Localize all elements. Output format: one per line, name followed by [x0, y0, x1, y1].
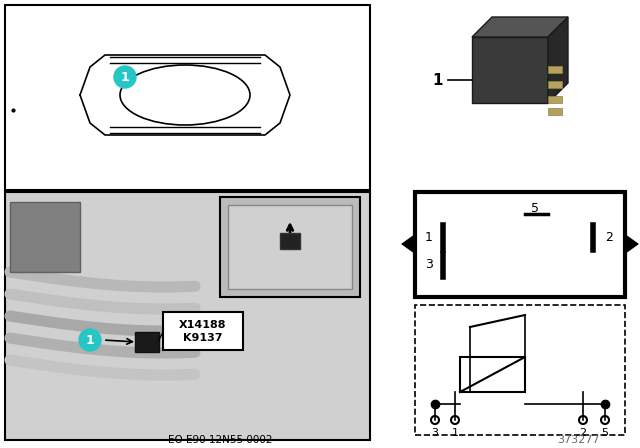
Polygon shape: [472, 37, 548, 103]
Text: K9137: K9137: [183, 333, 223, 343]
Text: 1: 1: [433, 73, 444, 87]
Bar: [135, 332, 159, 352]
Text: 5: 5: [602, 428, 609, 438]
Bar: [415, 192, 625, 297]
Polygon shape: [401, 234, 415, 254]
Polygon shape: [625, 234, 639, 254]
Circle shape: [79, 329, 101, 351]
Bar: [220, 197, 360, 297]
Text: 3: 3: [431, 428, 438, 438]
Polygon shape: [548, 17, 568, 103]
Text: 373277: 373277: [557, 435, 600, 445]
Bar: [460, 357, 525, 392]
Text: 2: 2: [605, 231, 613, 244]
Bar: [415, 305, 625, 435]
Bar: [10, 202, 80, 272]
Text: 1: 1: [120, 70, 129, 83]
Bar: [548, 81, 562, 88]
Polygon shape: [472, 17, 568, 37]
Circle shape: [114, 66, 136, 88]
Text: 5: 5: [531, 202, 539, 215]
Polygon shape: [472, 345, 548, 411]
Bar: [280, 233, 300, 249]
Bar: [228, 205, 352, 289]
Bar: [548, 66, 562, 73]
Bar: [400, 5, 635, 190]
Text: 1: 1: [86, 333, 94, 346]
Text: EO E90 12N55 0002: EO E90 12N55 0002: [168, 435, 272, 445]
Bar: [548, 96, 562, 103]
Text: X14188: X14188: [179, 320, 227, 330]
Text: 1: 1: [451, 428, 458, 438]
Bar: [5, 192, 370, 440]
Text: 1: 1: [425, 231, 433, 244]
Bar: [163, 312, 243, 350]
Bar: [5, 5, 370, 190]
Text: 3: 3: [425, 258, 433, 271]
Bar: [548, 108, 562, 115]
Text: 2: 2: [579, 428, 587, 438]
